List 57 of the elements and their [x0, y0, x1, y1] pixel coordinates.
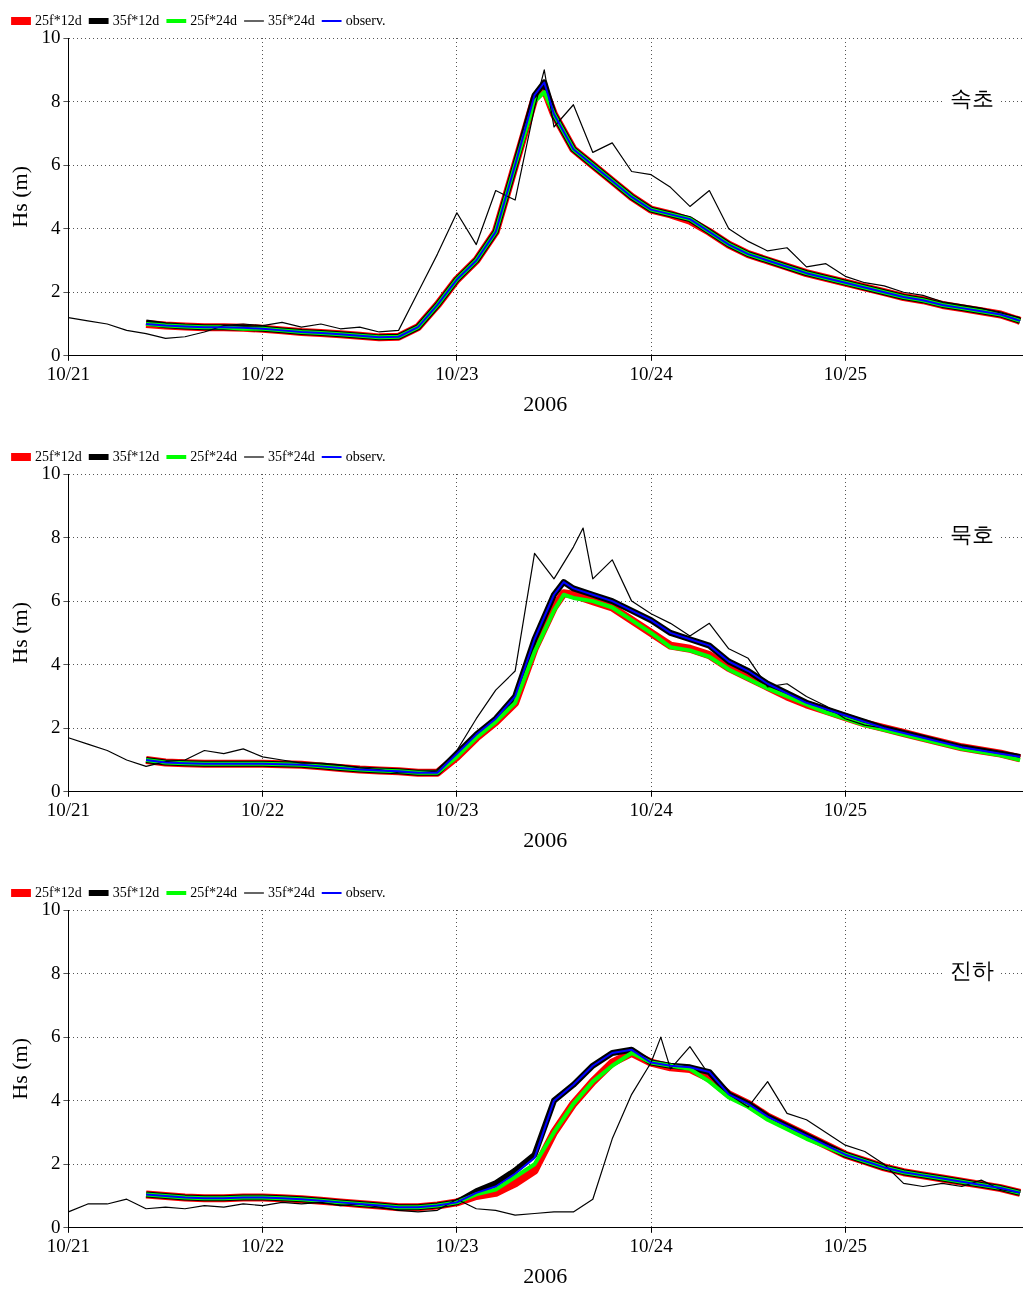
x-tick-label: 10/21: [46, 363, 91, 385]
y-tick-label: 6: [50, 1025, 61, 1047]
x-tick-label: 10/21: [46, 1235, 91, 1257]
y-tick-label: 2: [50, 1152, 61, 1174]
x-tick-label: 10/21: [46, 799, 91, 821]
y-axis-title: Hs (m): [6, 166, 32, 228]
x-tick-label: 10/23: [435, 1235, 479, 1257]
y-tick-label: 0: [50, 779, 61, 801]
y-tick-label: 2: [50, 280, 61, 302]
y-tick-label: 4: [50, 216, 61, 238]
y-tick-label: 10: [41, 897, 61, 919]
annotation: 속초: [950, 85, 994, 111]
x-tick-label: 10/25: [823, 799, 867, 821]
annotation: 묵호: [950, 521, 994, 547]
x-tick-label: 10/23: [435, 799, 479, 821]
x-tick-label: 10/23: [435, 363, 479, 385]
legend-label: 35f*12d: [112, 884, 160, 900]
x-tick-label: 10/24: [629, 363, 674, 385]
y-tick-label: 10: [41, 461, 61, 483]
legend-label: 35f*24d: [267, 884, 315, 900]
x-tick-label: 10/25: [823, 363, 867, 385]
x-axis-title: 2006: [523, 390, 568, 416]
x-tick-label: 10/22: [240, 363, 285, 385]
legend-label: 25f*24d: [190, 12, 237, 28]
y-tick-label: 6: [50, 153, 61, 175]
legend-label: 25f*24d: [190, 884, 237, 900]
legend-label: 35f*12d: [112, 448, 160, 464]
y-tick-label: 2: [50, 716, 61, 738]
y-tick-label: 8: [50, 525, 61, 547]
y-tick-label: 6: [50, 589, 61, 611]
y-tick-label: 8: [50, 89, 61, 111]
legend-label: 25f*12d: [35, 12, 82, 28]
x-tick-label: 10/24: [629, 799, 674, 821]
x-tick-label: 10/25: [823, 1235, 867, 1257]
x-axis-title: 2006: [523, 1262, 568, 1288]
y-tick-label: 0: [50, 1215, 61, 1237]
legend-label: observ.: [345, 448, 386, 464]
y-tick-label: 4: [50, 1088, 61, 1110]
y-tick-label: 0: [50, 343, 61, 365]
legend-label: 35f*24d: [267, 12, 315, 28]
y-axis-title: Hs (m): [6, 1038, 32, 1100]
legend-label: 25f*24d: [190, 448, 237, 464]
legend-label: 25f*12d: [35, 448, 82, 464]
legend-label: 25f*12d: [35, 884, 82, 900]
y-axis-title: Hs (m): [6, 602, 32, 664]
x-tick-label: 10/22: [240, 1235, 285, 1257]
y-tick-label: 4: [50, 652, 61, 674]
legend-label: observ.: [345, 884, 386, 900]
x-tick-label: 10/22: [240, 799, 285, 821]
x-axis-title: 2006: [523, 826, 568, 852]
y-tick-label: 10: [41, 25, 61, 47]
legend-label: observ.: [345, 12, 386, 28]
x-tick-label: 10/24: [629, 1235, 674, 1257]
legend-label: 35f*24d: [267, 448, 315, 464]
y-tick-label: 8: [50, 961, 61, 983]
annotation: 진하: [950, 957, 994, 983]
legend-label: 35f*12d: [112, 12, 160, 28]
